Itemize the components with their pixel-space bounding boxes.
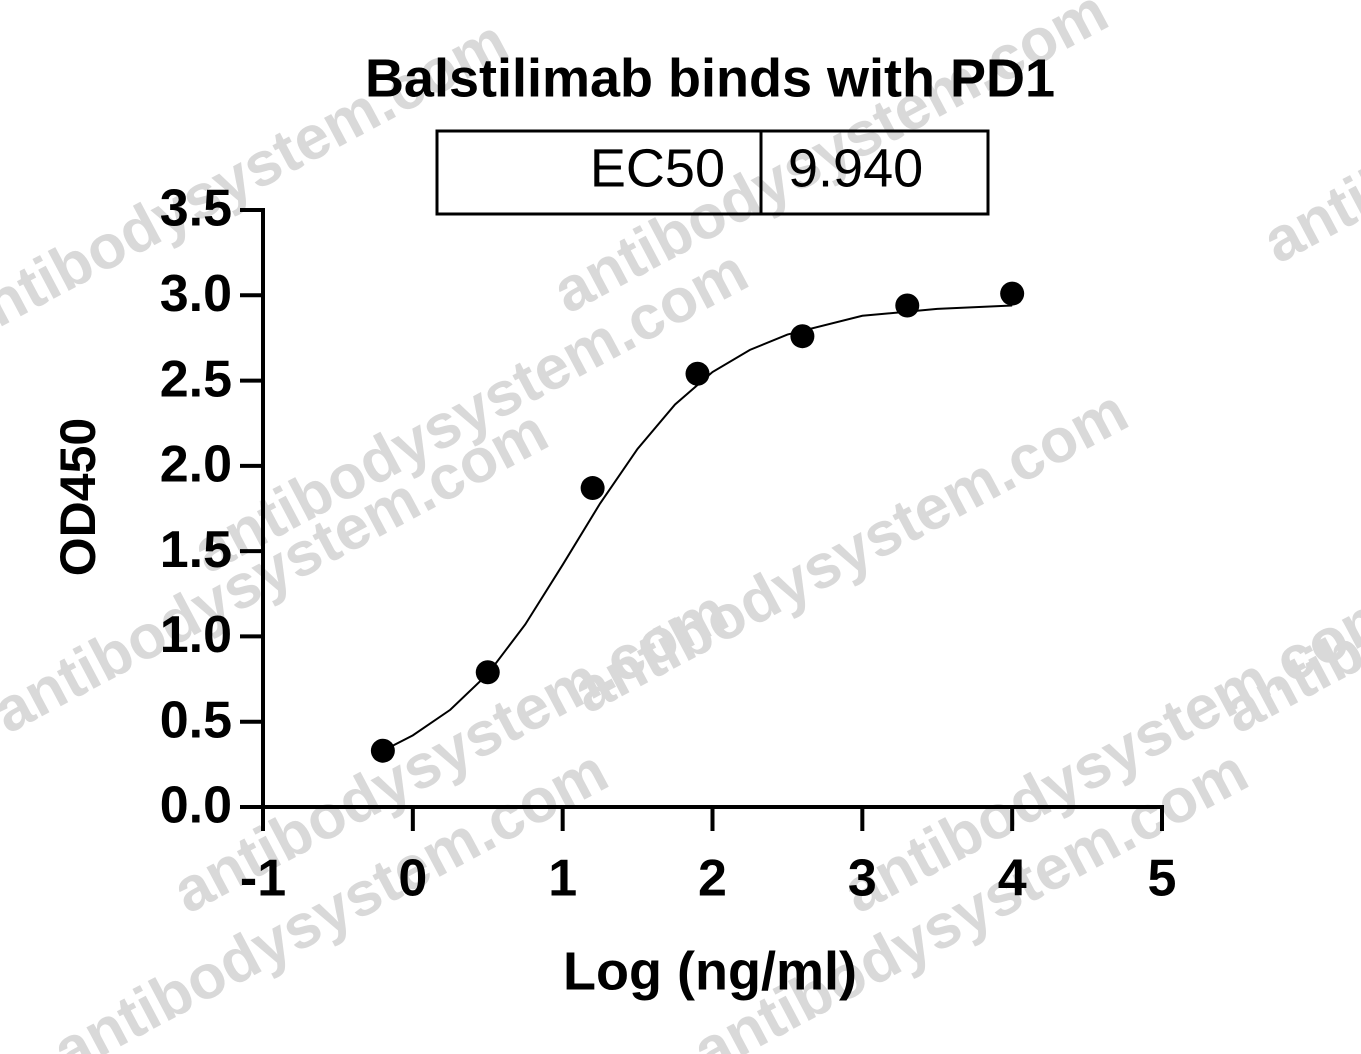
y-tick-label: 3.0 (160, 265, 232, 323)
chart-title: Balstilimab binds with PD1 (365, 48, 1055, 108)
data-point (895, 293, 920, 318)
x-tick-label: 5 (1148, 850, 1177, 908)
x-tick-label: 2 (698, 850, 727, 908)
data-point (1000, 281, 1025, 306)
y-tick-label: 1.5 (160, 521, 232, 579)
y-tick-label: 3.5 (160, 180, 232, 238)
watermark: antibodysystem.com (1252, 0, 1361, 277)
data-point (580, 476, 605, 501)
y-tick-label: 0.5 (160, 691, 232, 749)
ec50-value: 9.940 (788, 138, 923, 198)
x-axis-label: Log (ng/ml) (563, 941, 857, 1001)
x-tick-label: 0 (398, 850, 427, 908)
ec50-box (435, 129, 990, 216)
fit-curve (382, 304, 1013, 752)
y-tick-label: 2.0 (160, 436, 232, 494)
y-axis-label: OD450 (50, 418, 106, 576)
y-tick-label: 2.5 (160, 350, 232, 408)
data-point (685, 361, 710, 386)
x-tick-label: 4 (998, 850, 1027, 908)
data-point (475, 660, 500, 685)
ec50-label: EC50 (590, 138, 725, 198)
y-tick-label: 1.0 (160, 606, 232, 664)
y-tick-label: 0.0 (160, 777, 232, 835)
x-tick-label: -1 (240, 850, 286, 908)
x-tick-label: 1 (548, 850, 577, 908)
data-point (370, 738, 395, 763)
x-tick-label: 3 (848, 850, 877, 908)
data-point (790, 324, 815, 349)
